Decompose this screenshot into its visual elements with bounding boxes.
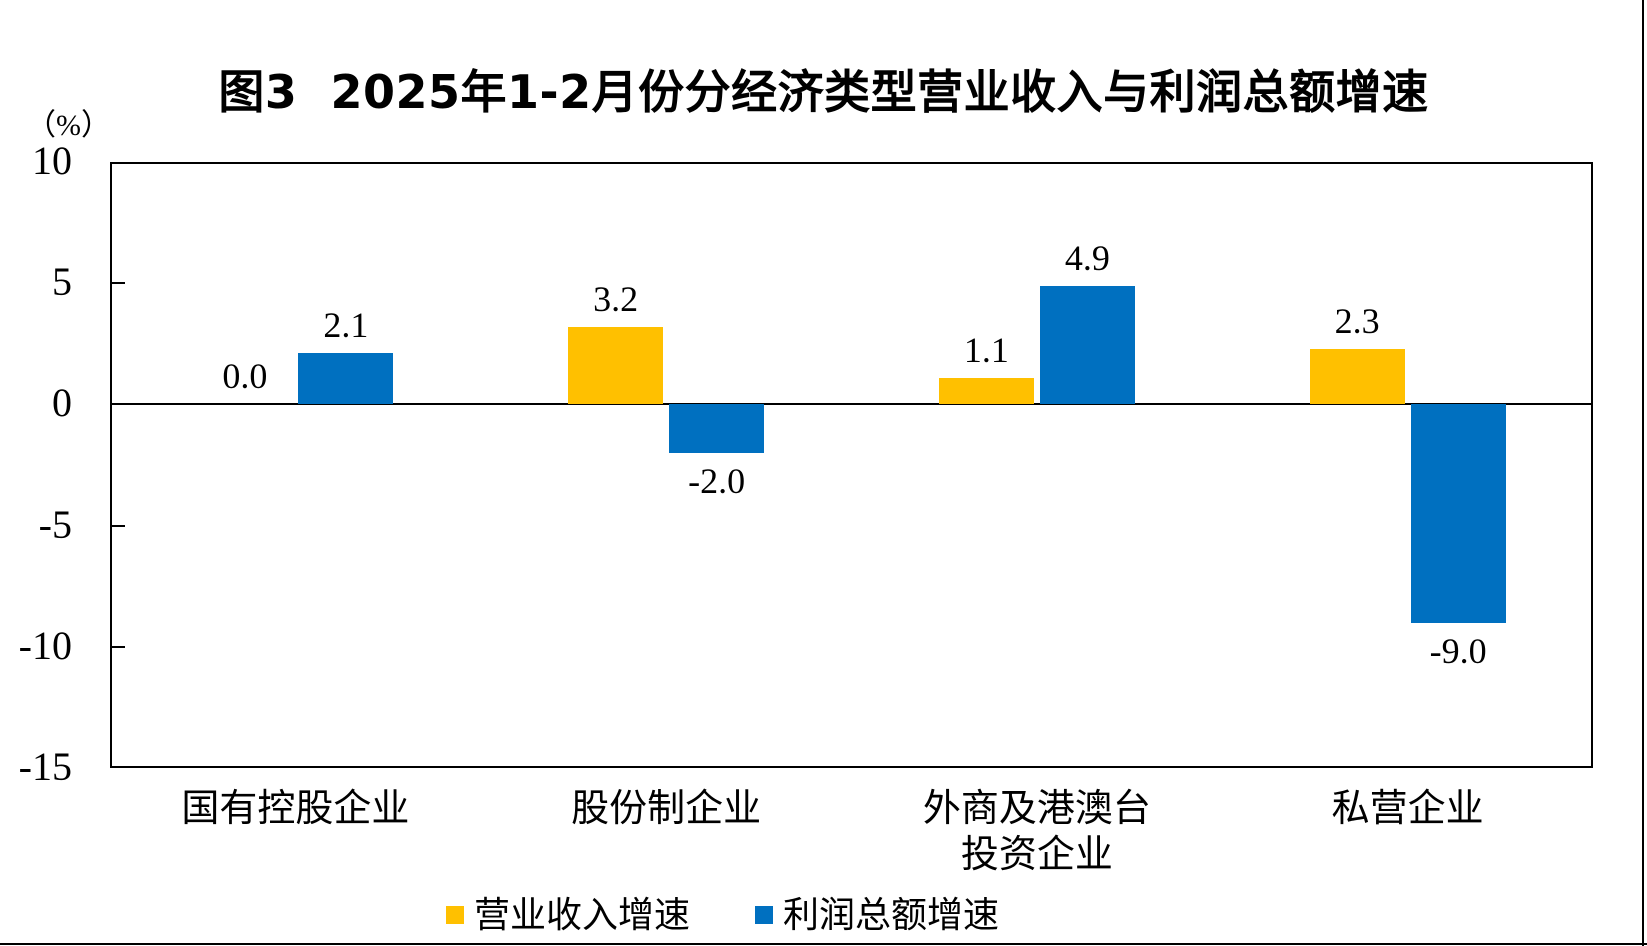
legend-swatch-revenue-growth [446,906,464,924]
bar-profit-growth-cat3 [1410,404,1506,623]
legend-swatch-profit-growth [755,906,773,924]
y-axis-unit-label: （%） [26,109,111,142]
bar-label-profit-growth-cat1: -2.0 [688,460,746,501]
y-tick-label-0: 0 [52,380,72,426]
category-label-2: 外商及港澳台 投资企业 [923,786,1151,878]
bar-revenue-growth-cat3 [1309,348,1405,405]
legend-label-revenue-growth: 营业收入增速 [474,895,691,935]
frame-bottom-border [0,943,1647,945]
category-label-line: 股份制企业 [571,788,762,830]
plot-area [110,162,1593,768]
category-label-line: 外商及港澳台 [922,788,1151,830]
category-label-line: 私营企业 [1331,788,1484,830]
category-label-line: 国有控股企业 [181,788,410,830]
bar-label-revenue-growth-cat1: 3.2 [593,278,639,319]
category-label-3: 私营企业 [1332,786,1484,832]
bar-label-revenue-growth-cat2: 1.1 [963,329,1009,370]
legend-item-profit-growth: 利润总额增速 [755,894,999,936]
bar-label-profit-growth-cat0: 2.1 [323,305,369,346]
zero-axis-line [112,403,1591,406]
legend-label-profit-growth: 利润总额增速 [783,895,1000,935]
bar-label-profit-growth-cat2: 4.9 [1064,237,1110,278]
legend-item-revenue-growth: 营业收入增速 [446,894,690,936]
bar-label-revenue-growth-cat0: 0.0 [222,356,268,397]
category-label-line: 投资企业 [960,834,1113,876]
bar-profit-growth-cat2 [1039,285,1135,405]
bar-profit-growth-cat1 [669,404,765,453]
bar-revenue-growth-cat1 [568,326,664,405]
y-tick-label--15: -15 [18,744,72,790]
y-tick-label--10: -10 [18,622,72,668]
category-label-0: 国有控股企业 [181,786,409,832]
category-label-1: 股份制企业 [571,786,761,832]
chart-title: 图3 2025年1-2月份分经济类型营业收入与利润总额增速 [218,65,1429,119]
y-tick-label-10: 10 [32,138,72,184]
frame-right-border [1642,0,1644,946]
y-tick-mark--10 [112,645,125,648]
bar-label-profit-growth-cat3: -9.0 [1429,630,1487,671]
bar-label-revenue-growth-cat3: 2.3 [1334,300,1380,341]
y-tick-mark--5 [112,524,125,527]
bar-profit-growth-cat0 [298,353,394,405]
bar-revenue-growth-cat2 [938,377,1034,405]
y-tick-label--5: -5 [38,501,72,547]
y-tick-label-5: 5 [52,259,72,305]
y-tick-mark-5 [112,282,125,285]
